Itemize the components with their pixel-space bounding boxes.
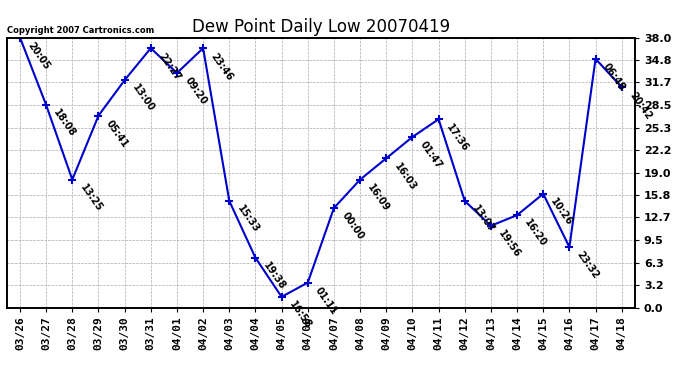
Text: 19:38: 19:38 [261, 261, 287, 292]
Text: 16:20: 16:20 [522, 218, 549, 249]
Text: 20:05: 20:05 [26, 40, 52, 71]
Text: 05:41: 05:41 [104, 118, 130, 150]
Text: 13:00: 13:00 [130, 83, 156, 114]
Text: 09:20: 09:20 [183, 76, 208, 107]
Text: 22:27: 22:27 [157, 51, 182, 82]
Text: 16:09: 16:09 [366, 182, 392, 213]
Text: 19:56: 19:56 [497, 229, 522, 260]
Text: 17:36: 17:36 [444, 122, 470, 153]
Text: 16:03: 16:03 [392, 161, 417, 192]
Text: 13:07: 13:07 [471, 204, 496, 235]
Text: 16:58: 16:58 [287, 300, 313, 331]
Text: Copyright 2007 Cartronics.com: Copyright 2007 Cartronics.com [7, 26, 154, 35]
Text: 06:48: 06:48 [601, 62, 627, 93]
Text: 01:47: 01:47 [418, 140, 444, 171]
Title: Dew Point Daily Low 20070419: Dew Point Daily Low 20070419 [192, 18, 450, 36]
Text: 20:42: 20:42 [627, 90, 653, 121]
Text: 23:46: 23:46 [208, 51, 235, 82]
Text: 23:32: 23:32 [575, 250, 601, 281]
Text: 13:25: 13:25 [78, 182, 104, 213]
Text: 10:26: 10:26 [549, 196, 575, 228]
Text: 18:08: 18:08 [52, 108, 78, 139]
Text: 15:33: 15:33 [235, 204, 261, 235]
Text: 00:00: 00:00 [339, 211, 366, 242]
Text: 01:11: 01:11 [313, 285, 339, 316]
